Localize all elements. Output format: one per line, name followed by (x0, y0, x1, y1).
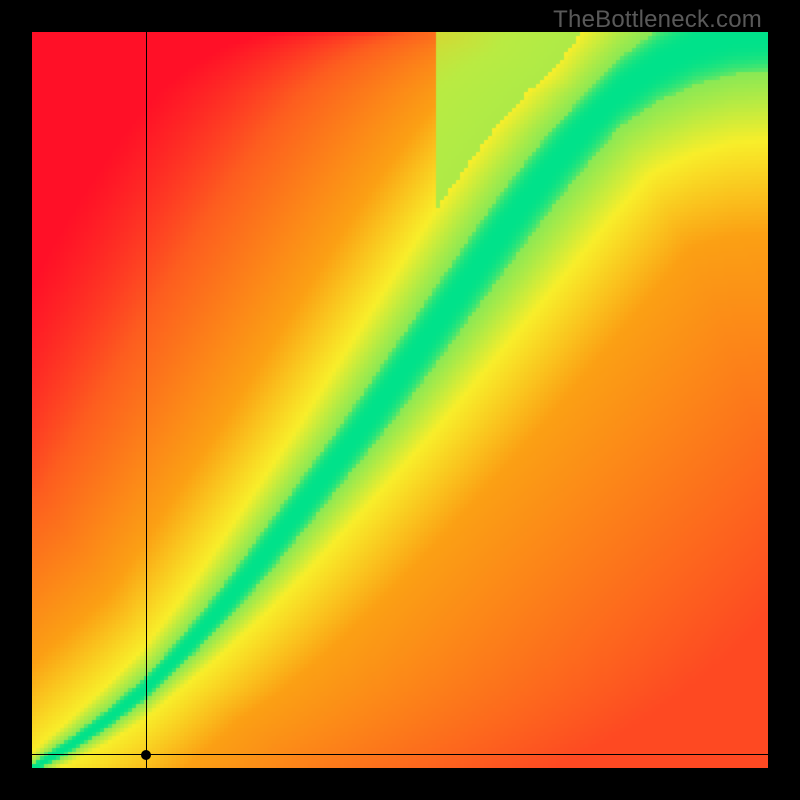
crosshair-marker (141, 750, 151, 760)
crosshair-vertical (146, 32, 147, 768)
heatmap-plot-area (32, 32, 768, 768)
heatmap-canvas (32, 32, 768, 768)
watermark-text: TheBottleneck.com (553, 6, 762, 34)
